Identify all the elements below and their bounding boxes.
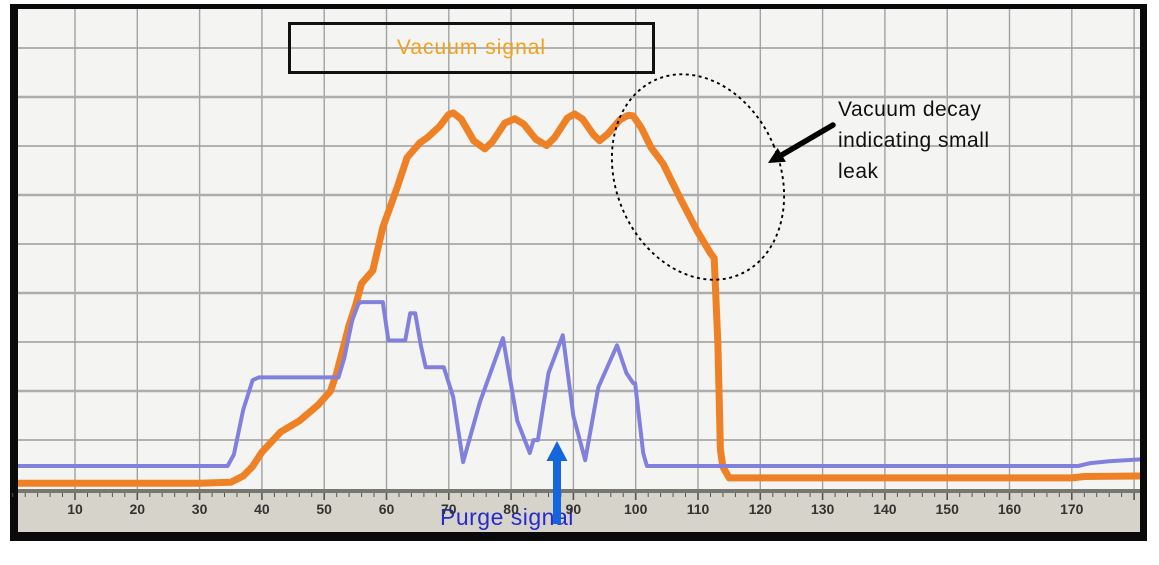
- x-tick-label: 130: [810, 501, 835, 517]
- x-axis-ruler: [18, 493, 1140, 532]
- purge-signal-line: [18, 300, 1140, 468]
- x-tick-label: 100: [624, 501, 648, 517]
- x-tick-label: 170: [1060, 501, 1084, 517]
- x-tick-label: 80: [503, 501, 519, 517]
- plot-canvas: [18, 9, 1140, 489]
- annotation-vacuum-decay-note: Vacuum decay indicating small leak: [838, 98, 990, 183]
- annotation-purge-signal-label: Purge signal: [440, 504, 574, 530]
- legend-label-vacuum-signal: Vacuum signal: [396, 36, 547, 59]
- chart-frame: [10, 4, 1147, 541]
- x-tick-label: 30: [191, 501, 208, 517]
- x-tick-label: 140: [873, 501, 897, 517]
- x-tick-label: 50: [316, 501, 332, 517]
- x-axis-line: [18, 489, 1140, 493]
- x-tick-label: 40: [254, 501, 270, 517]
- x-tick-label: 90: [565, 501, 582, 517]
- x-tick-label: 120: [748, 501, 772, 517]
- x-tick-label: 70: [441, 501, 457, 517]
- x-tick-label: 10: [67, 501, 83, 517]
- plot-area: [18, 9, 1140, 489]
- x-tick-label: 160: [997, 501, 1022, 517]
- legend-box: Vacuum signal: [288, 22, 655, 74]
- x-tick-label: 20: [129, 501, 146, 517]
- x-tick-label: 150: [935, 501, 959, 517]
- x-tick-label: 110: [686, 501, 710, 517]
- x-tick-label: 60: [378, 501, 395, 517]
